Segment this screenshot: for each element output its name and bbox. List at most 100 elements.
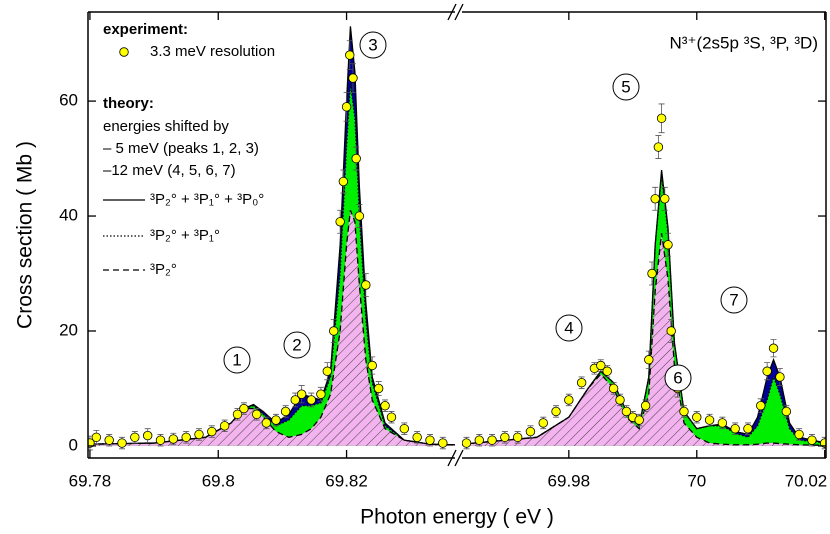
data-point: [653, 142, 664, 152]
peak-label: 6: [673, 368, 682, 387]
data-point: [717, 418, 728, 428]
data-point: [438, 438, 448, 448]
peak-circle: [664, 364, 692, 392]
data-point: [666, 326, 676, 336]
data-point: [232, 409, 243, 420]
plot-area: [88, 26, 455, 451]
legend-heading: experiment:: [103, 21, 188, 38]
data-point: [155, 435, 166, 445]
data-point: [462, 438, 472, 448]
data-point: [271, 415, 281, 425]
chart-title: N³⁺(2s5p ³S, ³P, ³D): [670, 33, 818, 52]
data-point: [425, 435, 435, 445]
x-tick-label: 69.98: [548, 471, 591, 490]
data-point: [348, 73, 358, 83]
data-point: [181, 432, 191, 443]
data-point: [487, 435, 497, 445]
line: [88, 83, 455, 446]
data-point: [88, 438, 95, 448]
legend-label: ³P₂°: [150, 261, 177, 278]
peak-label: 7: [729, 290, 738, 309]
y-tick-label: 20: [59, 320, 78, 339]
peak-circle: [223, 346, 251, 374]
data-point: [338, 176, 349, 187]
data-point: [608, 383, 619, 394]
x-tick-label: 69.8: [202, 471, 235, 490]
peak-label: 5: [621, 77, 630, 96]
data-point: [373, 383, 384, 394]
area: [88, 83, 455, 446]
data-point: [399, 423, 410, 434]
x-tick-label: 69.78: [69, 471, 112, 490]
x-axis-label: Photon energy ( eV ): [360, 506, 554, 529]
y-tick-label: 0: [69, 435, 78, 454]
data-point: [117, 438, 127, 448]
data-point: [650, 194, 660, 204]
data-point: [692, 412, 702, 422]
x-tick-label: 69.82: [325, 471, 368, 490]
data-point: [130, 432, 140, 443]
data-point: [775, 372, 785, 382]
data-point: [345, 50, 355, 60]
legend-label: 3.3 meV resolution: [150, 43, 275, 60]
data-point: [412, 432, 422, 443]
data-point: [615, 395, 625, 405]
plot-area: [462, 103, 826, 450]
x-tick-label: 70: [687, 471, 706, 490]
data-point: [361, 280, 371, 290]
data-point: [207, 426, 217, 437]
data-point: [341, 102, 352, 112]
data-point: [794, 429, 804, 440]
data-point: [351, 153, 361, 164]
line: [88, 210, 455, 446]
peak-circle: [359, 31, 387, 59]
axis-break: [447, 3, 464, 467]
data-point: [768, 343, 779, 353]
data-point: [663, 240, 673, 250]
legend-heading: theory:: [103, 95, 154, 112]
legend-label: ³P₂° + ³P₁°: [150, 227, 220, 244]
data-point: [807, 435, 817, 445]
data-point: [194, 429, 204, 440]
data-point: [386, 412, 397, 422]
data-point: [168, 434, 179, 444]
data-point: [704, 415, 715, 425]
data-point: [564, 395, 574, 405]
data-point: [512, 432, 523, 443]
peak-label: 3: [368, 35, 377, 54]
data-point: [656, 113, 667, 124]
y-axis-label: Cross section ( Mb ): [14, 141, 37, 329]
data-point: [104, 435, 114, 445]
y-tick-label: 40: [59, 206, 78, 225]
data-point: [91, 432, 102, 443]
data-point: [142, 430, 153, 441]
data-point: [290, 395, 300, 405]
data-point: [296, 389, 307, 399]
peak-circle: [720, 286, 748, 314]
data-point: [602, 366, 612, 376]
data-point: [621, 406, 632, 417]
area: [88, 210, 455, 446]
area: [88, 26, 455, 446]
theory-note: energies shifted by: [103, 118, 229, 135]
theory-note: –12 meV (4, 5, 6, 7): [103, 162, 236, 179]
data-point: [538, 418, 548, 428]
data-point: [596, 360, 606, 371]
data-point: [576, 378, 587, 388]
data-point: [219, 421, 230, 431]
data-point: [634, 415, 644, 425]
data-point: [820, 438, 826, 448]
peak-label: 2: [292, 335, 301, 354]
data-point: [756, 400, 766, 411]
data-point: [551, 406, 561, 417]
line: [88, 26, 455, 446]
data-point: [239, 403, 249, 414]
data-point: [644, 355, 654, 365]
data-point: [354, 211, 365, 221]
legend-label: ³P₂° + ³P₁° + ³P₀°: [150, 191, 264, 208]
peak-label: 4: [564, 318, 573, 337]
data-point: [730, 423, 740, 434]
legend-marker: [119, 47, 129, 57]
line: [462, 233, 826, 447]
